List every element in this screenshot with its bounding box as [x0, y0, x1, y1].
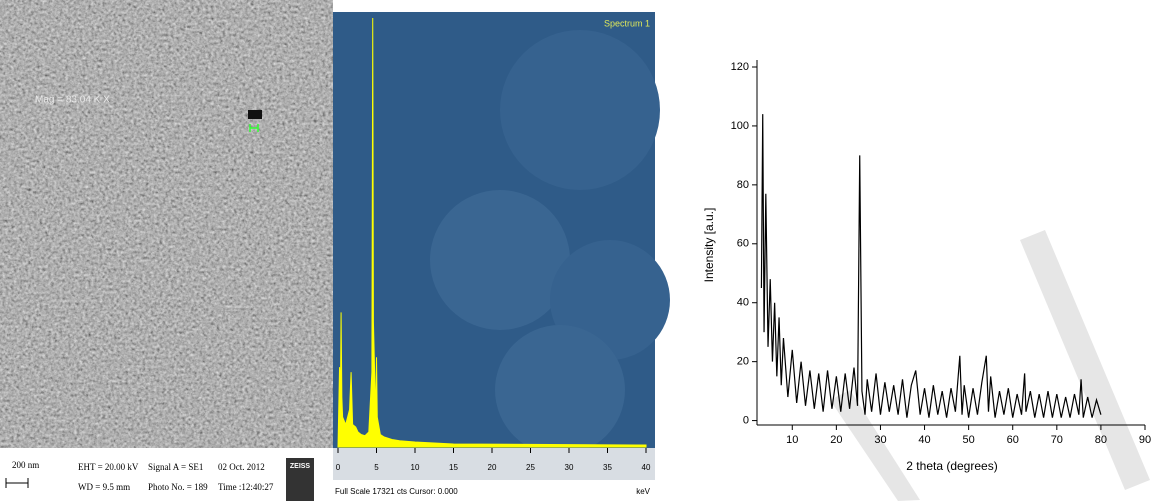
y-tick-label: 40 [737, 297, 749, 309]
sem-image [0, 0, 333, 448]
x-tick-label: 10 [411, 463, 420, 472]
x-tick-label: 30 [874, 434, 886, 446]
sem-info: Time :12:40:27 [218, 482, 274, 492]
y-tick-label: 0 [743, 414, 749, 426]
x-tick-label: 5 [374, 463, 379, 472]
x-tick-label: 15 [449, 463, 458, 472]
eds-texture [495, 325, 625, 455]
x-tick-label: 70 [1051, 434, 1063, 446]
y-tick-label: 60 [737, 238, 749, 250]
sem-info: WD = 9.5 mm [78, 482, 130, 492]
eds-title: Spectrum 1 [604, 18, 650, 28]
x-tick-label: 90 [1139, 434, 1151, 446]
logo-box [286, 458, 314, 501]
sem-marker-bar [249, 124, 259, 132]
x-tick-label: 50 [963, 434, 975, 446]
sem-info-bar [0, 448, 333, 501]
x-tick-label: 20 [488, 463, 497, 472]
x-tick-label: 80 [1095, 434, 1107, 446]
eds-footer: Full Scale 17321 cts Cursor: 0.000 [335, 487, 458, 496]
eds-texture [500, 30, 660, 190]
sem-scale: 200 nm [12, 460, 39, 470]
sem-info: EHT = 20.00 kV [78, 462, 139, 472]
y-axis-label: Intensity [a.u.] [702, 208, 716, 283]
x-tick-label: 25 [526, 463, 535, 472]
sem-magnification: Mag = 83.04 K X [35, 95, 110, 106]
watermark [1020, 230, 1150, 490]
x-axis-label: 2 theta (degrees) [906, 459, 997, 473]
y-tick-label: 20 [737, 356, 749, 368]
x-tick-label: 20 [830, 434, 842, 446]
y-tick-label: 120 [731, 61, 749, 73]
sem-info: Photo No. = 189 [148, 482, 208, 492]
y-tick-label: 80 [737, 179, 749, 191]
y-tick-label: 100 [731, 120, 749, 132]
x-tick-label: 40 [642, 463, 651, 472]
watermark [830, 390, 920, 501]
logo: ZEISS [290, 463, 311, 470]
sem-info: 02 Oct. 2012 [218, 462, 265, 472]
eds-ruler [333, 448, 655, 480]
x-tick-label: 35 [603, 463, 612, 472]
x-tick-label: 30 [565, 463, 574, 472]
eds-unit: keV [636, 487, 650, 496]
x-tick-label: 40 [918, 434, 930, 446]
eds-texture [430, 190, 570, 330]
x-tick-label: 10 [786, 434, 798, 446]
spectrum-area [337, 18, 647, 448]
sem-scale-bar [5, 478, 29, 488]
xrd-line [760, 114, 1102, 418]
sem-info: Signal A = SE1 [148, 462, 203, 472]
sem-marker [248, 110, 262, 119]
x-tick-label: 0 [336, 463, 341, 472]
x-tick-label: 60 [1007, 434, 1019, 446]
